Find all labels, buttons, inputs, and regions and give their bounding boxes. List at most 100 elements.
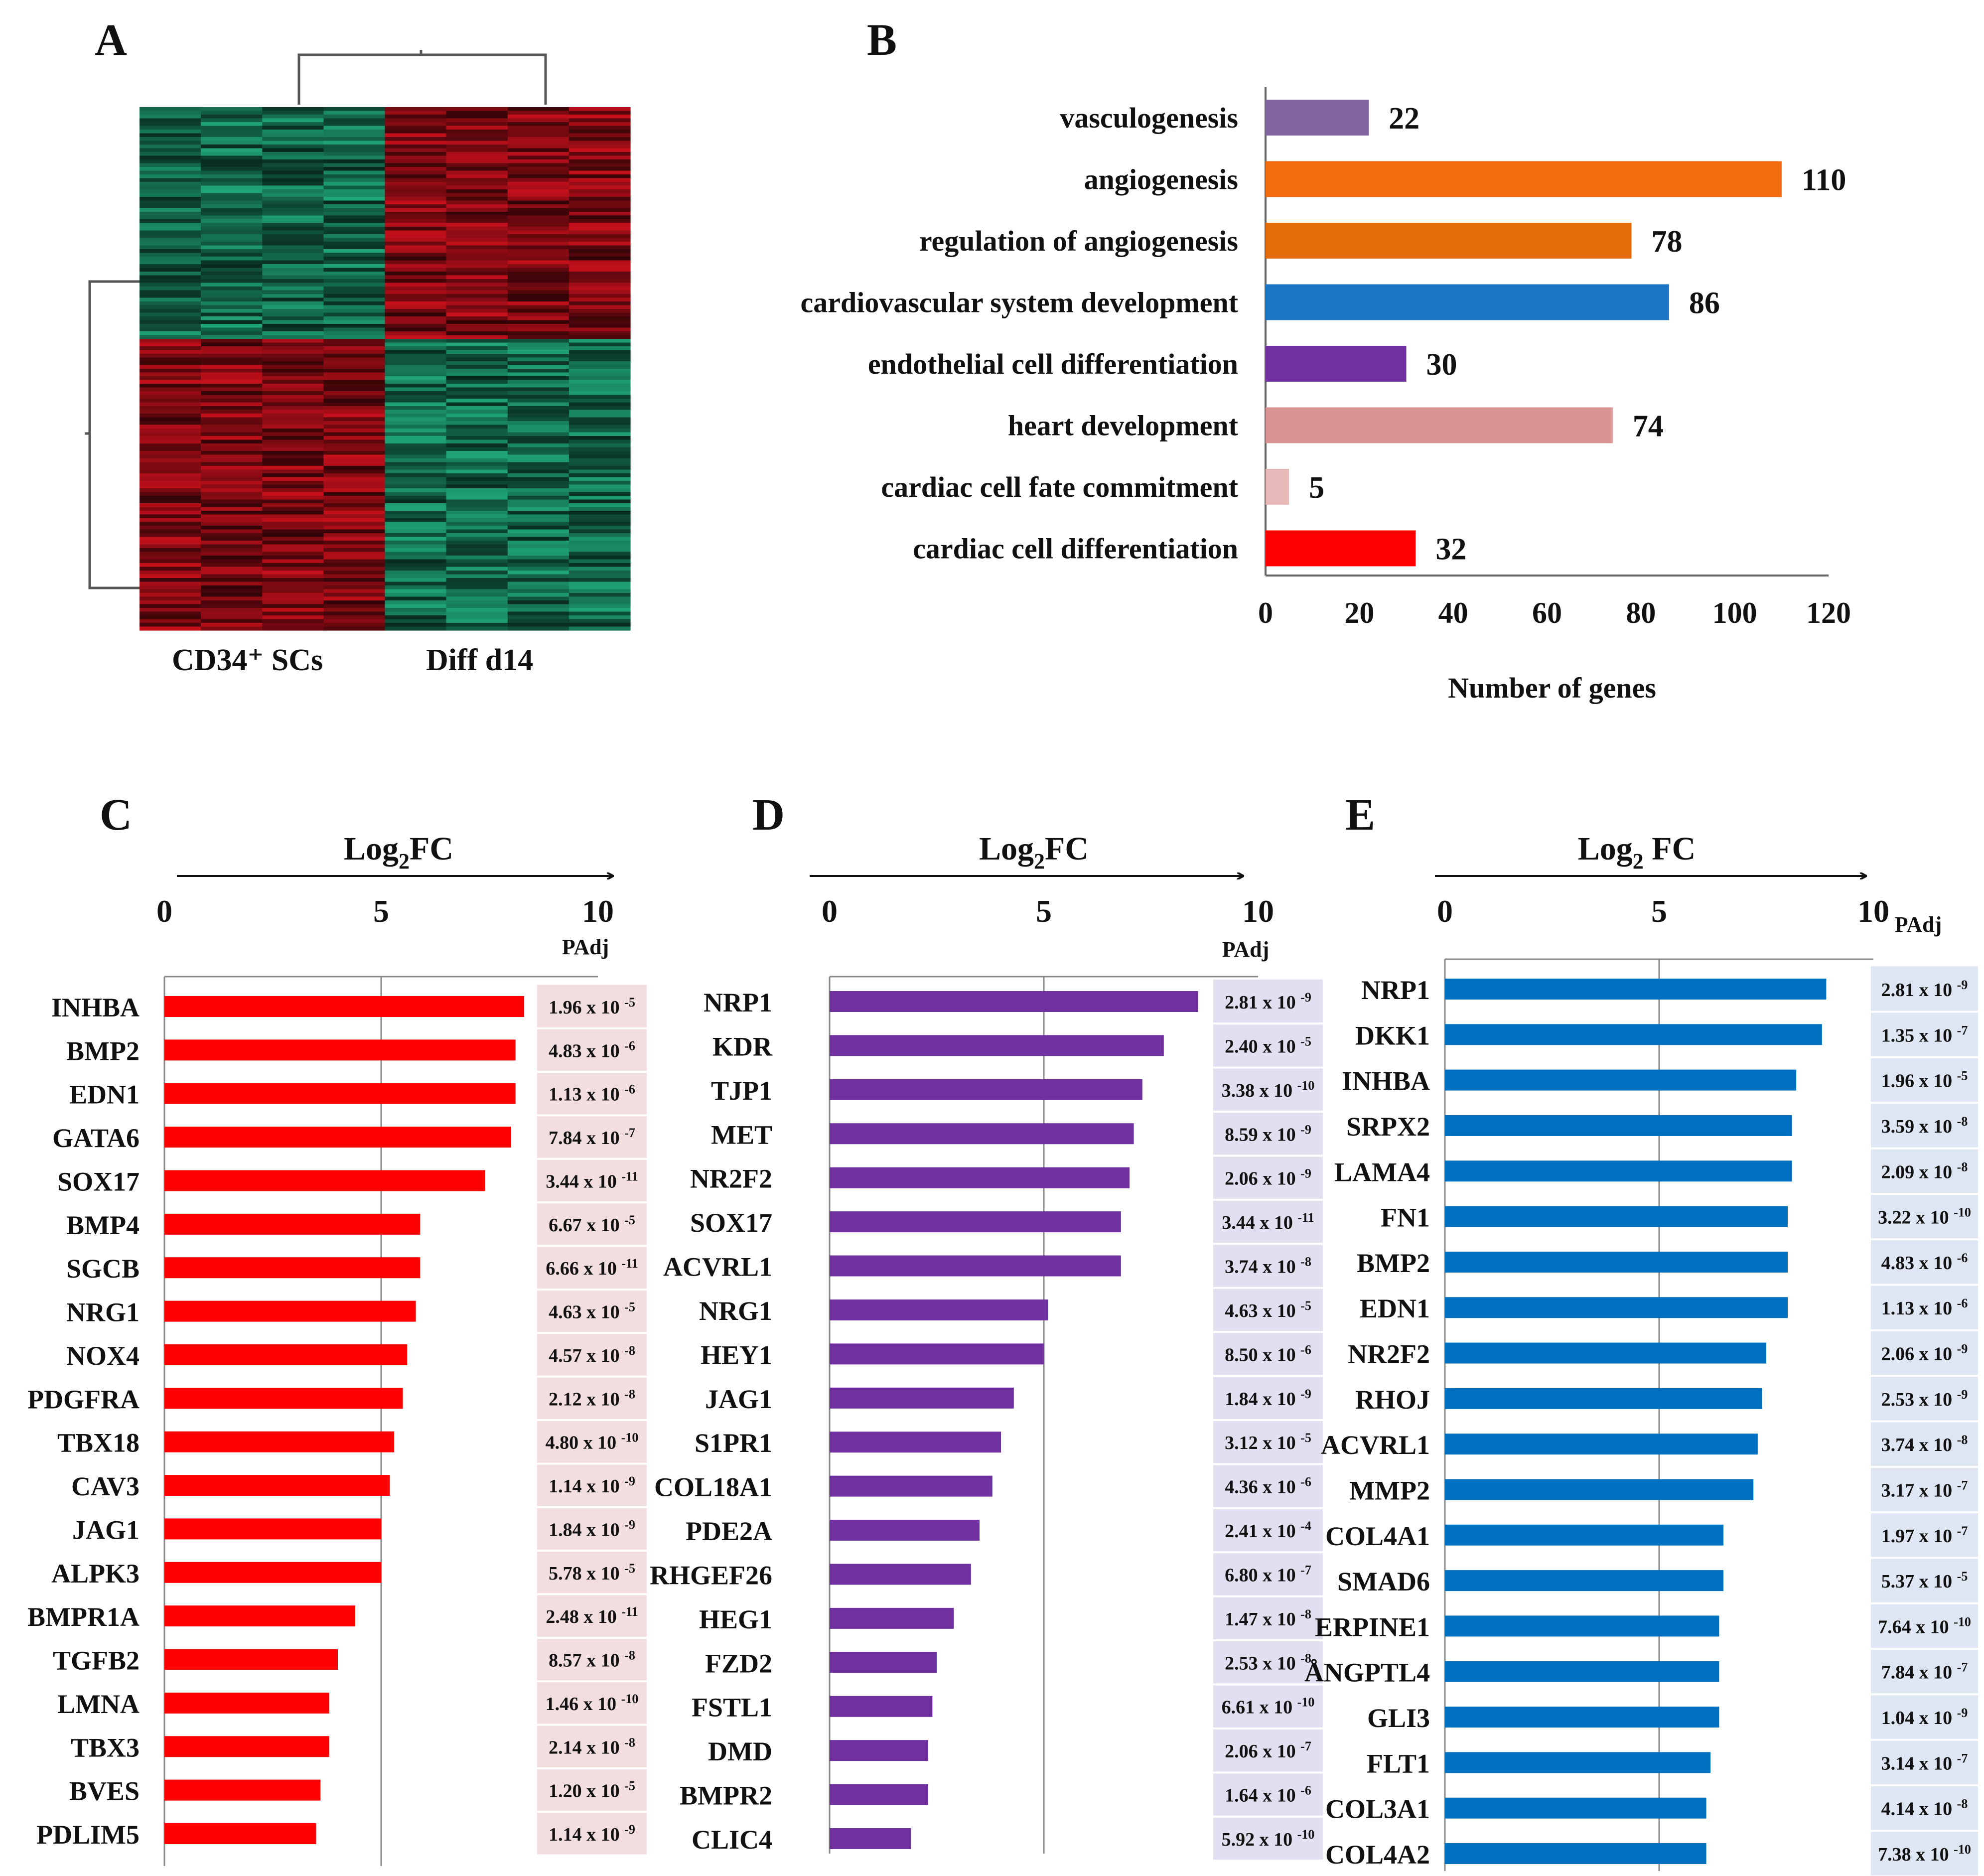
heatmap-cell: [323, 499, 386, 504]
heatmap-cell: [568, 301, 631, 306]
heatmap-cell: [201, 305, 263, 309]
heatmap-cell: [568, 287, 631, 291]
heatmap-cell: [507, 421, 569, 426]
bar: [830, 991, 1198, 1012]
heatmap-cell: [568, 137, 631, 142]
padj-exponent: -7: [1957, 1751, 1968, 1765]
heatmap-cell: [323, 275, 386, 280]
padj-exponent: -6: [1957, 1251, 1968, 1265]
padj-exponent: -8: [1300, 1651, 1311, 1665]
heatmap-cell: [262, 350, 324, 354]
padj-mantissa: 7.84 x 10: [1881, 1662, 1957, 1683]
heatmap-cell: [323, 133, 386, 138]
padj-value: 4.57 x 10 -8: [549, 1343, 635, 1366]
padj-value: 3.14 x 10 -7: [1881, 1751, 1968, 1774]
heatmap-cell: [262, 361, 324, 366]
heatmap-cell: [568, 335, 631, 339]
heatmap-cell: [446, 148, 508, 152]
heatmap-cell: [385, 212, 447, 216]
heatmap-cell: [201, 469, 263, 474]
heatmap-cell: [323, 200, 386, 205]
bar: [164, 1431, 395, 1452]
heatmap-cell: [385, 567, 447, 571]
heatmap-cell: [568, 608, 631, 612]
heatmap-cell: [262, 402, 324, 407]
heatmap-cell: [262, 264, 324, 269]
heatmap-cell: [446, 436, 508, 440]
heatmap-cell: [385, 544, 447, 549]
heatmap-cell: [385, 432, 447, 436]
heatmap-cell: [385, 290, 447, 294]
heatmap-cell: [446, 320, 508, 324]
heatmap-cell: [201, 406, 263, 411]
heatmap-cell: [140, 238, 201, 242]
padj-exponent: -6: [1300, 1475, 1311, 1489]
gene-label: PDGFRA: [27, 1384, 140, 1414]
heatmap-cell: [201, 556, 263, 560]
heatmap-cell: [507, 518, 569, 523]
heatmap-cell: [140, 466, 201, 470]
tick-label: 20: [1344, 596, 1374, 629]
heatmap-cell: [323, 563, 386, 568]
padj-mantissa: 2.41 x 10: [1225, 1521, 1300, 1542]
heatmap-cell: [323, 556, 386, 560]
padj-exponent: -5: [1300, 1431, 1311, 1445]
heatmap-cell: [568, 268, 631, 272]
heatmap-cell: [262, 399, 324, 403]
heatmap-cell: [140, 331, 201, 336]
heatmap-cell: [140, 585, 201, 590]
heatmap-cell: [568, 339, 631, 343]
heatmap-cell: [262, 596, 324, 601]
heatmap-cell: [323, 443, 386, 448]
padj-exponent: -9: [624, 1474, 635, 1488]
padj-exponent: -7: [1957, 1524, 1968, 1538]
bar: [164, 1475, 390, 1496]
padj-mantissa: 1.84 x 10: [1225, 1389, 1300, 1410]
heatmap-cell: [323, 357, 386, 362]
tick-label: 10: [1242, 893, 1274, 929]
heatmap-cell: [568, 585, 631, 590]
heatmap-cell: [385, 297, 447, 302]
heatmap-cell: [446, 264, 508, 269]
padj-header: PAdj: [1895, 912, 1942, 937]
heatmap-cell: [507, 417, 569, 422]
heatmap-cell: [201, 107, 263, 112]
heatmap-cell: [446, 511, 508, 515]
heatmap-cell: [568, 571, 631, 575]
bar: [1266, 530, 1416, 567]
heatmap-cell: [201, 346, 263, 351]
heatmap-cell: [140, 316, 201, 321]
heatmap-cell: [323, 242, 386, 246]
heatmap-cell: [262, 309, 324, 313]
heatmap-cell: [385, 466, 447, 470]
heatmap-cell: [323, 447, 386, 451]
heatmap-cell: [323, 182, 386, 186]
heatmap-cell: [323, 238, 386, 242]
heatmap-cell: [568, 253, 631, 257]
heatmap-cell: [507, 615, 569, 620]
heatmap-cell: [140, 197, 201, 201]
tick-label: 0: [1258, 596, 1273, 629]
heatmap-cell: [201, 215, 263, 220]
heatmap-cell: [507, 219, 569, 224]
heatmap-cell: [568, 189, 631, 194]
padj-exponent: -5: [624, 995, 635, 1010]
heatmap-cell: [201, 342, 263, 347]
padj-mantissa: 4.63 x 10: [549, 1302, 624, 1323]
heatmap-cell: [446, 402, 508, 407]
heatmap-cell: [201, 417, 263, 422]
padj-mantissa: 1.14 x 10: [549, 1824, 624, 1845]
heatmap-cell: [201, 611, 263, 616]
heatmap-cell: [385, 541, 447, 545]
heatmap-cell: [507, 387, 569, 392]
heatmap-cell: [446, 324, 508, 328]
heatmap-cell: [323, 148, 386, 152]
padj-exponent: -6: [1957, 1296, 1968, 1310]
heatmap-cell: [507, 604, 569, 608]
heatmap-cell: [385, 152, 447, 156]
heatmap-cell: [507, 585, 569, 590]
heatmap-cell: [140, 152, 201, 156]
heatmap-cell: [201, 384, 263, 388]
heatmap-cell: [446, 589, 508, 593]
gene-label: GATA6: [52, 1123, 140, 1153]
